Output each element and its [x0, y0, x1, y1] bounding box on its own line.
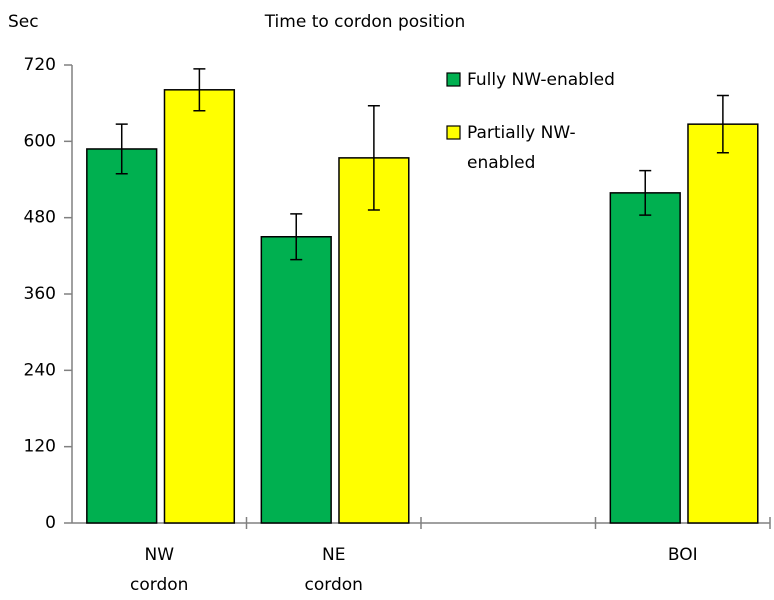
legend-swatch [446, 125, 461, 140]
legend-swatch [446, 72, 461, 87]
x-tick-label: NE cordon [304, 545, 363, 595]
bar [260, 236, 332, 524]
y-tick-label: 120 [24, 437, 56, 457]
y-tick-label: 240 [24, 360, 56, 380]
y-axis-label: Sec [8, 12, 39, 32]
error-bar [716, 94, 729, 154]
x-tick-label: BOI [667, 545, 698, 565]
y-tick-label: 720 [24, 55, 56, 75]
y-tick-label: 480 [24, 208, 56, 228]
y-tick-label: 600 [24, 131, 56, 151]
bar [687, 123, 759, 524]
bar [338, 157, 410, 524]
error-bar [367, 104, 380, 211]
x-tick-label: NW cordon [130, 545, 189, 595]
bar [609, 192, 681, 524]
bar [163, 89, 236, 524]
error-bar [193, 68, 206, 112]
legend-label: Partially NW-enabled [467, 123, 576, 173]
y-tick-label: 0 [45, 513, 56, 533]
chart-title: Time to cordon position [264, 12, 466, 32]
error-bar [290, 213, 303, 261]
error-bar [115, 123, 128, 175]
y-tick-label: 360 [24, 284, 56, 304]
legend-label: Fully NW-enabled [467, 70, 615, 90]
error-bar [639, 169, 652, 216]
bar [86, 148, 158, 524]
